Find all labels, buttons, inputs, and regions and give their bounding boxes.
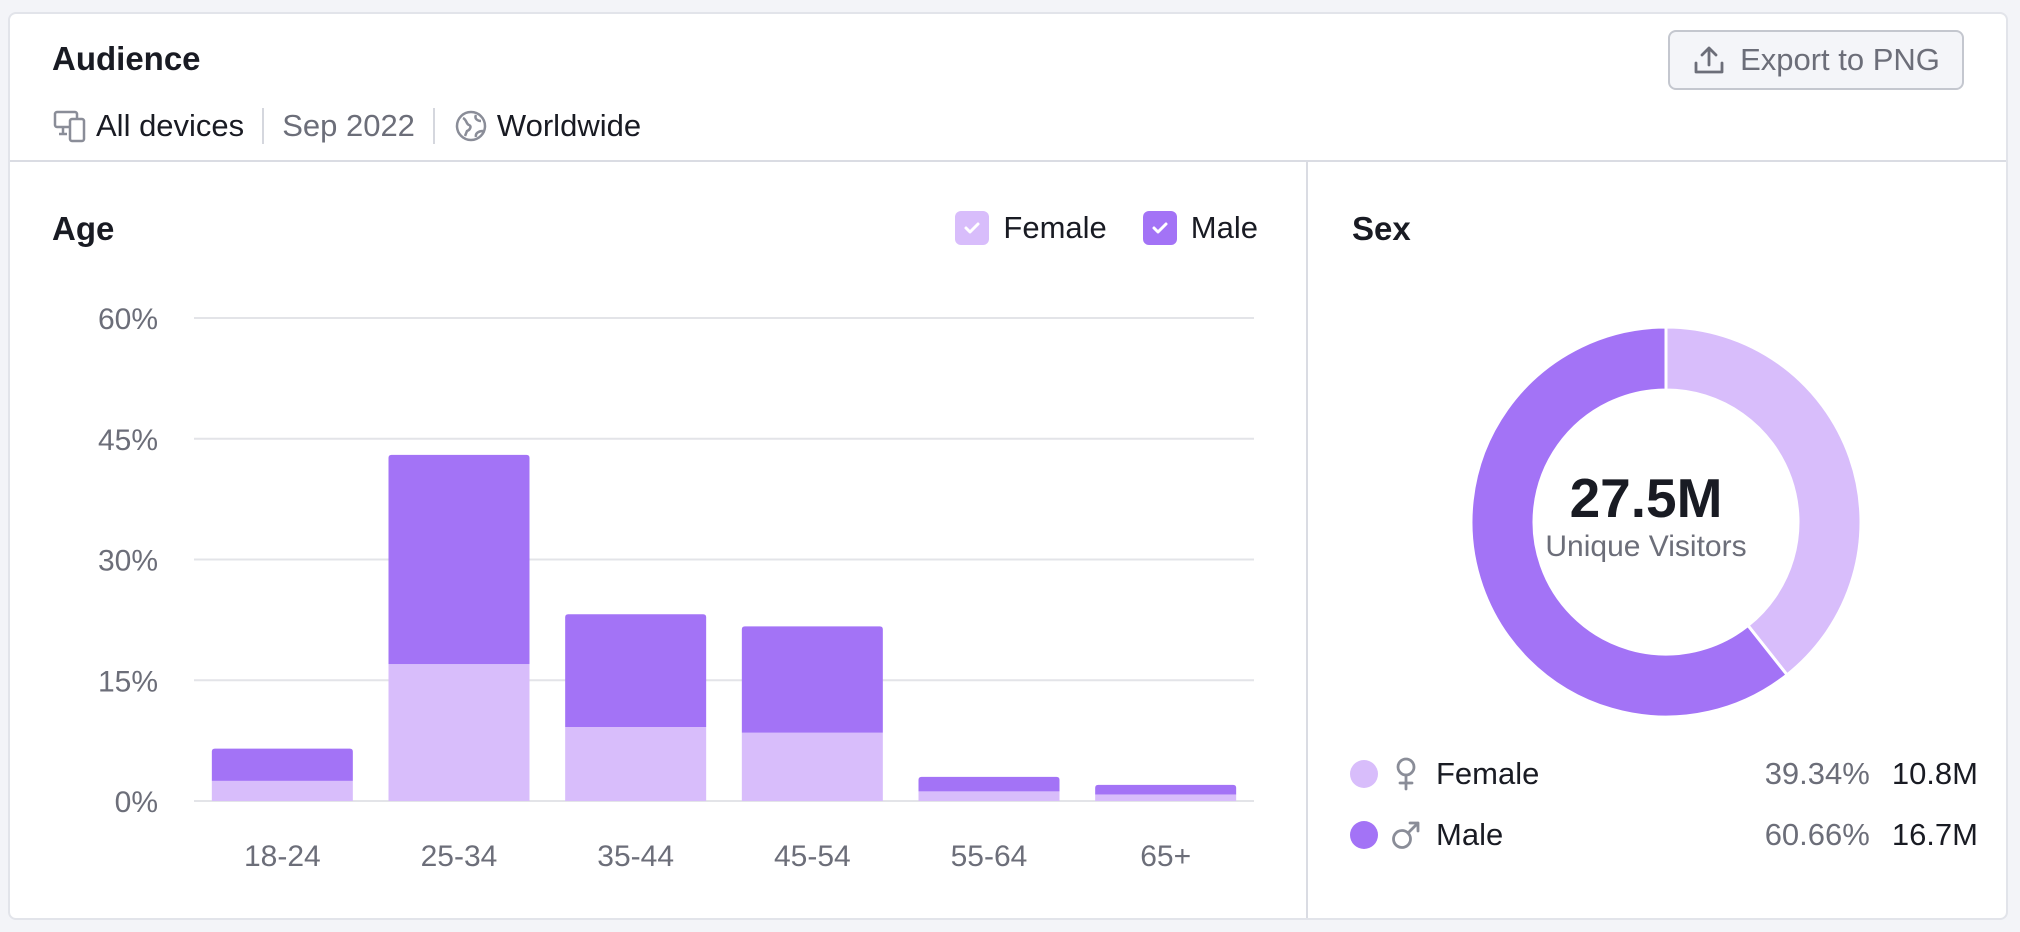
sex-legend-male: Male 60.66% 16.7M <box>1350 815 1978 855</box>
legend-male-label: Male <box>1190 210 1258 245</box>
female-dot <box>1350 760 1378 788</box>
donut-slice-female[interactable] <box>1664 325 1863 677</box>
upload-icon <box>1692 43 1726 77</box>
bar-male-25-34[interactable] <box>388 454 530 665</box>
bar-female-18-24[interactable] <box>211 780 353 801</box>
y-tick-label: 60% <box>98 303 158 336</box>
bar-female-35-44[interactable] <box>565 726 707 801</box>
legend-female[interactable]: Female <box>955 210 1107 246</box>
male-dot <box>1350 821 1378 849</box>
region-filter[interactable]: Worldwide <box>496 108 642 143</box>
filters-bar: All devices Sep 2022 Worldwide <box>52 106 641 146</box>
bar-male-18-24[interactable] <box>211 748 353 781</box>
donut-slice-male[interactable] <box>1469 325 1790 719</box>
bar-male-55-64[interactable] <box>918 776 1060 792</box>
y-tick-label: 15% <box>98 665 158 698</box>
globe-icon <box>453 108 489 144</box>
bar-male-45-54[interactable] <box>741 626 883 733</box>
sex-legend-male-pct: 60.66% <box>1764 817 1870 852</box>
x-tick-label: 25-34 <box>421 840 498 873</box>
y-tick-label: 30% <box>98 545 158 578</box>
age-bar-chart: 0% 15% 30% 45% 60% 18-24 25-34 35-44 45-54 55-64 6… <box>98 303 1254 873</box>
sex-legend-male-count: 16.7M <box>1891 817 1978 852</box>
bar-female-55-64[interactable] <box>918 791 1060 801</box>
bar-male-65+[interactable] <box>1095 784 1237 795</box>
unique-visitors-label: Unique Visitors <box>1545 530 1747 563</box>
checkbox-male[interactable] <box>1142 211 1177 245</box>
bar-female-65+[interactable] <box>1095 794 1237 801</box>
section-divider <box>1306 162 1308 918</box>
x-tick-label: 65+ <box>1140 840 1191 873</box>
y-tick-label: 45% <box>98 424 158 457</box>
sex-legend-female: Female 39.34% 10.8M <box>1350 754 1978 794</box>
filter-separator <box>432 108 435 144</box>
devices-icon <box>52 108 88 144</box>
age-legend: Female Male <box>919 210 1258 246</box>
device-filter[interactable]: All devices <box>96 108 245 143</box>
bar-male-35-44[interactable] <box>565 614 707 727</box>
bar-female-45-54[interactable] <box>741 732 883 801</box>
female-symbol-icon <box>1390 756 1422 792</box>
date-filter[interactable]: Sep 2022 <box>282 108 415 143</box>
donut-center: 27.5M Unique Visitors <box>1526 468 1766 564</box>
legend-male[interactable]: Male <box>1142 210 1258 246</box>
audience-card: Audience All devices Sep 2022 <box>8 12 2008 920</box>
age-title: Age <box>52 210 115 247</box>
x-tick-label: 55-64 <box>951 840 1028 873</box>
sex-legend-female-count: 10.8M <box>1891 756 1978 791</box>
x-tick-label: 35-44 <box>597 840 674 873</box>
card-title: Audience <box>52 40 201 77</box>
bar-female-25-34[interactable] <box>388 664 530 801</box>
y-tick-label: 0% <box>115 786 158 819</box>
sex-donut-chart <box>1469 325 1863 719</box>
sex-legend-male-name: Male <box>1436 817 1504 852</box>
x-tick-label: 45-54 <box>774 840 851 873</box>
male-symbol-icon <box>1390 817 1422 853</box>
sex-legend-female-name: Female <box>1436 756 1540 791</box>
sex-legend-female-pct: 39.34% <box>1764 756 1870 791</box>
legend-female-label: Female <box>1003 210 1107 245</box>
x-tick-label: 18-24 <box>244 840 321 873</box>
sex-title: Sex <box>1352 210 1411 247</box>
filter-separator <box>262 108 265 144</box>
checkbox-female[interactable] <box>955 211 990 245</box>
unique-visitors-value: 27.5M <box>1569 467 1723 529</box>
export-label: Export to PNG <box>1740 42 1940 77</box>
export-png-button[interactable]: Export to PNG <box>1668 30 1964 90</box>
card-header: Audience All devices Sep 2022 <box>10 14 2006 162</box>
